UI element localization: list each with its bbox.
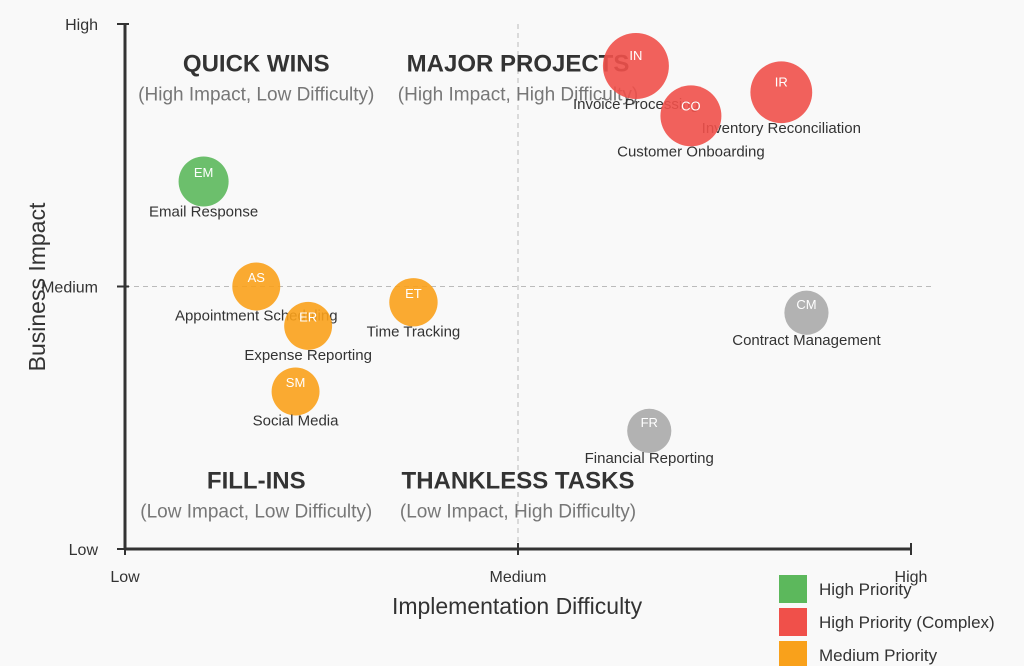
legend-swatch-medium: [779, 641, 807, 666]
legend-swatch-high-complex: [779, 608, 807, 636]
point-label: Time Tracking: [367, 323, 461, 340]
point-label: Email Response: [149, 204, 258, 221]
point-cm-bubble: [784, 290, 829, 335]
quadrant-subtitle: (High Impact, Low Difficulty): [138, 84, 374, 105]
x-axis-label: Implementation Difficulty: [392, 593, 643, 619]
y-axis-label: Business Impact: [24, 202, 50, 371]
point-abbr: ER: [299, 310, 317, 325]
point-sm-bubble: [271, 367, 320, 416]
point-em-bubble: [178, 156, 229, 207]
legend-label: High Priority (Complex): [819, 613, 995, 632]
point-abbr: EM: [194, 165, 214, 180]
point-abbr: ET: [405, 286, 422, 301]
quadrant-title: THANKLESS TASKS: [402, 468, 635, 495]
x-tick-label: Low: [110, 569, 140, 586]
point-et-bubble: [389, 278, 438, 327]
legend-swatch-high: [779, 575, 807, 603]
point-abbr: SM: [286, 375, 306, 390]
quadrant-title: QUICK WINS: [183, 50, 330, 77]
x-tick-label: High: [895, 569, 928, 586]
quadrant-subtitle: (Low Impact, High Difficulty): [400, 502, 636, 523]
point-abbr: CO: [681, 98, 701, 113]
point-abbr: AS: [248, 270, 266, 285]
point-abbr: CM: [796, 297, 816, 312]
quadrant-title: FILL-INS: [207, 468, 306, 495]
axes: Low Medium High Low Medium High: [41, 17, 927, 586]
legend-label: Medium Priority: [819, 646, 938, 665]
point-abbr: FR: [641, 415, 658, 430]
y-tick-label: Medium: [41, 280, 98, 297]
point-abbr: IR: [775, 75, 788, 90]
point-label: Financial Reporting: [585, 450, 714, 467]
point-co-bubble: [660, 85, 722, 147]
quadrant-subtitle: (Low Impact, Low Difficulty): [140, 502, 372, 523]
point-ir-bubble: [750, 61, 813, 124]
y-tick-label: Low: [69, 542, 99, 559]
point-label: Inventory Reconciliation: [702, 120, 861, 137]
y-tick-label: High: [65, 17, 98, 34]
point-label: Contract Management: [732, 332, 881, 349]
point-label: Customer Onboarding: [617, 143, 765, 160]
point-label: Social Media: [253, 412, 340, 429]
legend-label: High Priority: [819, 580, 912, 599]
x-tick-label: Medium: [490, 569, 547, 586]
point-in-bubble: [602, 33, 669, 99]
quadrant-title: MAJOR PROJECTS: [407, 50, 630, 77]
point-er-bubble: [284, 301, 333, 350]
point-fr-bubble: [627, 408, 672, 453]
legend: High Priority High Priority (Complex) Medi…: [779, 575, 995, 666]
point-as-bubble: [232, 262, 281, 311]
quadrant-subtitle: (High Impact, High Difficulty): [398, 84, 638, 105]
point-abbr: IN: [629, 48, 642, 63]
quadrant-labels: QUICK WINS (High Impact, Low Difficulty) M…: [138, 50, 638, 522]
point-label: Expense Reporting: [244, 347, 372, 364]
